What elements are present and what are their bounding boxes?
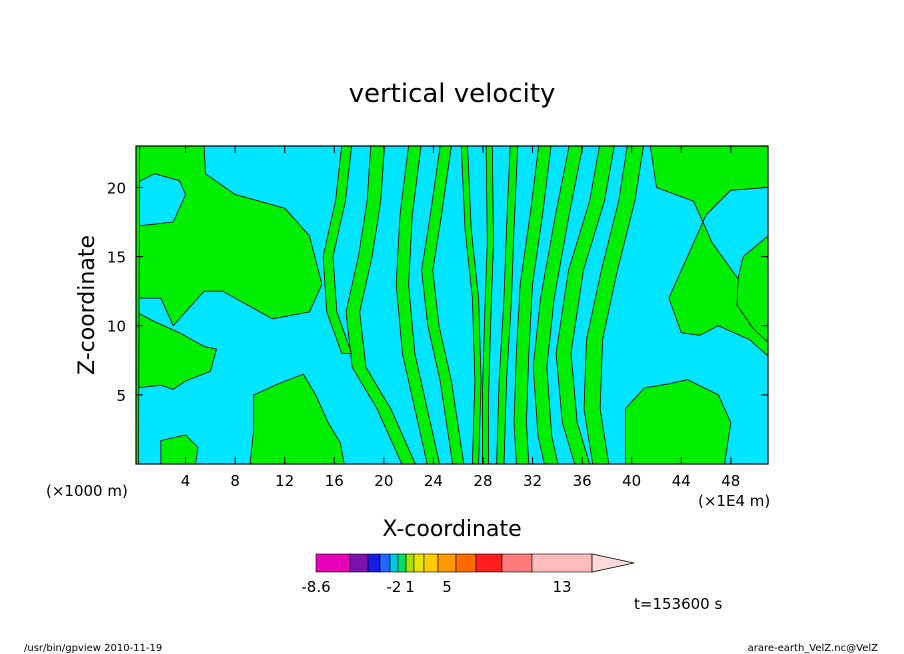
x-axis-label: X-coordinate [382,517,521,542]
x-tick-label: 32 [523,472,542,490]
colorbar-extend-arrow [591,553,635,573]
contour-band [513,146,552,464]
contour-left-bottom [160,434,199,464]
x-tick-label: 36 [573,472,592,490]
contour-left-lower [249,373,345,464]
colorbar-tick-label: 5 [442,578,452,596]
x-tick-label: 40 [622,472,641,490]
colorbar-swatch [389,553,399,573]
colorbar-swatch [397,553,407,573]
x-tick-label: 4 [181,472,191,490]
y-tick-label: 10 [107,318,126,336]
colorbar-swatch [475,553,503,573]
colorbar-tick-label: 13 [552,578,571,596]
colorbar-tick-label: -8.6 [301,578,330,596]
colorbar-swatch [413,553,425,573]
contour-left-edge [136,146,141,464]
contour-band [532,146,584,464]
y-axis-label: Z-coordinate [75,235,100,375]
colorbar-swatch [367,553,381,573]
colorbar-swatch [501,553,533,573]
colorbar-swatch [349,553,369,573]
y-tick-label: 20 [107,179,126,197]
time-label: t=153600 s [634,595,722,613]
x-tick-label: 20 [374,472,393,490]
contour-right-lower [625,379,732,464]
plot-frame [135,145,769,465]
x-tick-label: 16 [325,472,344,490]
colorbar-tick-label: -2 [387,578,402,596]
colorbar-tick-label: 1 [405,578,415,596]
contour-band [395,146,440,464]
x-unit-right: (×1E4 m) [698,492,770,510]
colorbar-swatch [455,553,477,573]
y-tick-label: 15 [107,249,126,267]
x-tick-label: 12 [275,472,294,490]
contour-band [460,146,482,464]
colorbar-swatch [315,553,351,573]
colorbar-swatch [379,553,391,573]
colorbar-swatch [437,553,457,573]
contour-right-edge [736,235,768,343]
contour-left-upper-hole [136,173,186,227]
x-unit-left: (×1000 m) [46,482,128,500]
x-tick-label: 24 [424,472,443,490]
x-tick-label: 8 [230,472,240,490]
contour-band [482,146,494,464]
chart-title: vertical velocity [349,79,556,109]
x-tick-label: 48 [721,472,740,490]
y-tick-label: 5 [116,387,126,405]
plot-area [135,145,769,465]
contour-band [583,146,644,464]
x-tick-label: 44 [672,472,691,490]
colorbar: -8.6 -2 1 5 13 [301,553,635,596]
footer-left: /usr/bin/gpview 2010-11-19 [24,643,162,654]
y-axis: 5 10 15 20 [107,179,768,405]
contour-fields [136,146,768,464]
colorbar-swatch [405,553,415,573]
contour-band [555,146,615,464]
contour-band [496,146,519,464]
contour-left-mid [136,311,217,390]
footer-right: arare-earth_VelZ.nc@VelZ [748,643,879,654]
contour-band [421,146,465,464]
x-axis: 4 8 12 16 20 24 28 32 36 40 44 48 [181,146,740,490]
contour-band [345,146,416,464]
colorbar-swatch [423,553,439,573]
colorbar-swatch [531,553,593,573]
x-tick-label: 28 [473,472,492,490]
contour-band [322,146,352,354]
